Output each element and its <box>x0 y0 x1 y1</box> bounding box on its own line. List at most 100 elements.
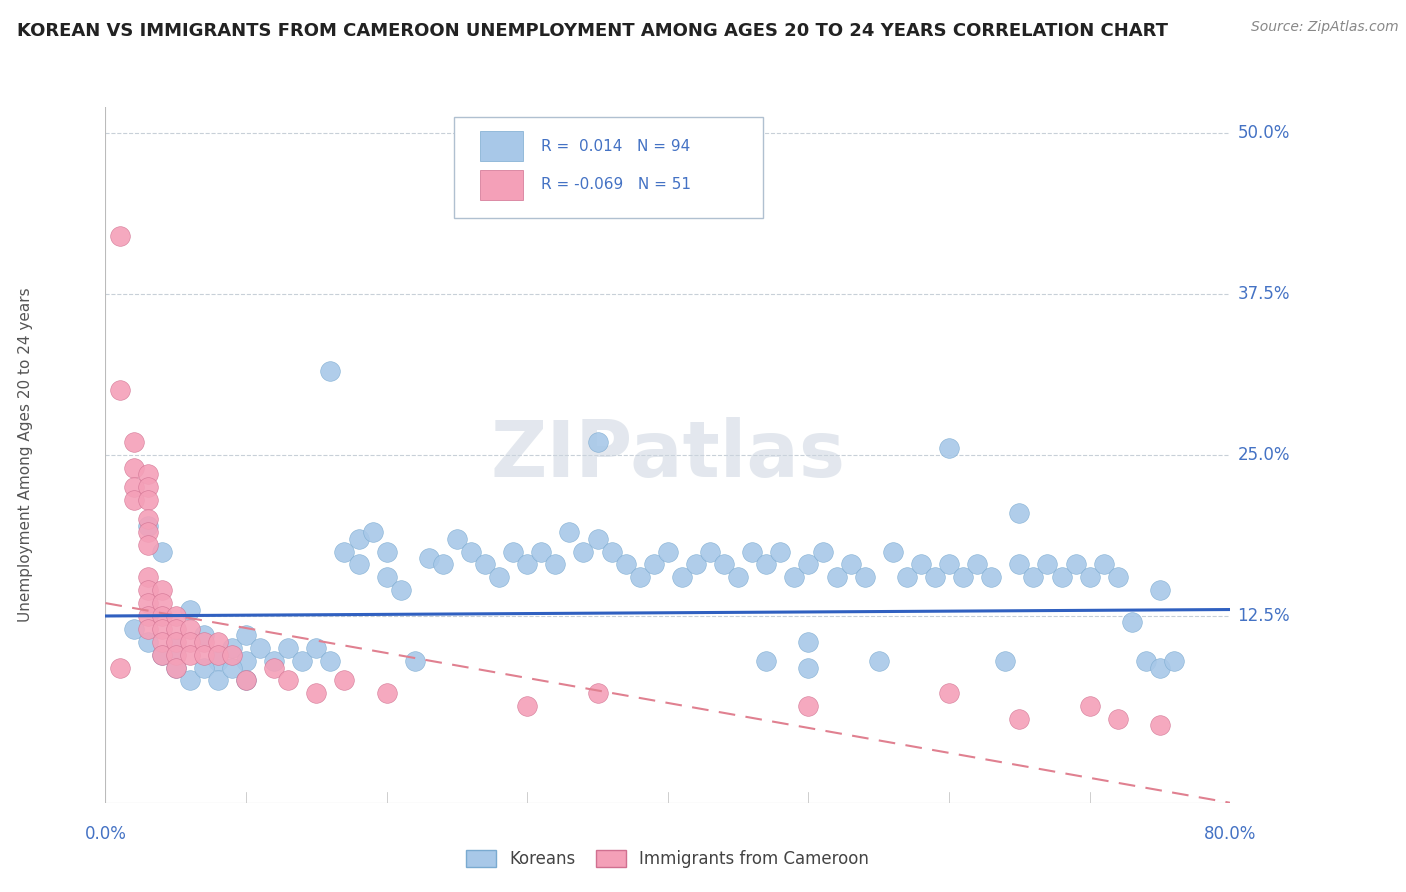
Point <box>165 609 187 624</box>
Point <box>586 686 609 700</box>
Point <box>249 641 271 656</box>
Text: 0.0%: 0.0% <box>84 825 127 843</box>
Point <box>460 544 482 558</box>
Point <box>179 602 201 616</box>
Text: R = -0.069   N = 51: R = -0.069 N = 51 <box>541 178 690 193</box>
Point <box>1149 718 1171 732</box>
Point <box>193 660 215 674</box>
Point <box>952 570 974 584</box>
Bar <box>479 131 523 161</box>
Point <box>797 634 820 648</box>
Point <box>165 648 187 662</box>
Legend: Koreans, Immigrants from Cameroon: Koreans, Immigrants from Cameroon <box>460 843 876 874</box>
Point <box>207 648 229 662</box>
Point <box>108 660 131 674</box>
Point <box>389 583 412 598</box>
Point <box>165 634 187 648</box>
Point <box>122 493 145 508</box>
Point <box>122 480 145 494</box>
Point <box>643 558 665 572</box>
Point <box>558 525 581 540</box>
FancyBboxPatch shape <box>454 118 763 219</box>
Point <box>853 570 876 584</box>
Point <box>179 648 201 662</box>
Point <box>193 634 215 648</box>
Point <box>628 570 651 584</box>
Point <box>136 583 159 598</box>
Point <box>136 538 159 552</box>
Point <box>474 558 496 572</box>
Point <box>811 544 834 558</box>
Point <box>614 558 637 572</box>
Point <box>179 634 201 648</box>
Point <box>193 628 215 642</box>
Point <box>586 435 609 450</box>
Point <box>277 673 299 688</box>
Text: ZIPatlas: ZIPatlas <box>491 417 845 493</box>
Point <box>544 558 567 572</box>
Point <box>347 558 370 572</box>
Point <box>221 648 243 662</box>
Point <box>347 532 370 546</box>
Point <box>319 654 342 668</box>
Text: 12.5%: 12.5% <box>1237 607 1289 625</box>
Point <box>600 544 623 558</box>
Point <box>150 609 173 624</box>
Point <box>910 558 932 572</box>
Text: R =  0.014   N = 94: R = 0.014 N = 94 <box>541 138 690 153</box>
Point <box>193 648 215 662</box>
Bar <box>479 170 523 200</box>
Point <box>305 641 328 656</box>
Point <box>305 686 328 700</box>
Point <box>108 228 131 243</box>
Point <box>221 641 243 656</box>
Point <box>1008 558 1031 572</box>
Point <box>797 558 820 572</box>
Point <box>165 660 187 674</box>
Point <box>530 544 553 558</box>
Point <box>713 558 735 572</box>
Point <box>207 654 229 668</box>
Point <box>165 660 187 674</box>
Point <box>263 660 285 674</box>
Point <box>122 622 145 636</box>
Point <box>136 609 159 624</box>
Point <box>502 544 524 558</box>
Point <box>221 660 243 674</box>
Point <box>1078 699 1101 714</box>
Point <box>825 570 848 584</box>
Point <box>938 442 960 456</box>
Point <box>488 570 510 584</box>
Point <box>136 634 159 648</box>
Point <box>333 673 356 688</box>
Point <box>361 525 384 540</box>
Point <box>1036 558 1059 572</box>
Point <box>136 512 159 526</box>
Point <box>755 558 778 572</box>
Point <box>1008 712 1031 726</box>
Point <box>319 364 342 378</box>
Point <box>150 648 173 662</box>
Point <box>516 558 538 572</box>
Point <box>896 570 918 584</box>
Text: KOREAN VS IMMIGRANTS FROM CAMEROON UNEMPLOYMENT AMONG AGES 20 TO 24 YEARS CORREL: KOREAN VS IMMIGRANTS FROM CAMEROON UNEMP… <box>17 22 1168 40</box>
Point <box>136 518 159 533</box>
Point <box>938 558 960 572</box>
Point <box>755 654 778 668</box>
Point <box>207 634 229 648</box>
Point <box>235 628 257 642</box>
Point <box>136 525 159 540</box>
Point <box>136 467 159 482</box>
Point <box>418 551 440 566</box>
Point <box>1064 558 1087 572</box>
Point <box>1022 570 1045 584</box>
Point <box>1092 558 1115 572</box>
Text: 25.0%: 25.0% <box>1237 446 1289 464</box>
Text: 37.5%: 37.5% <box>1237 285 1289 303</box>
Point <box>235 673 257 688</box>
Point <box>980 570 1002 584</box>
Point <box>165 641 187 656</box>
Point <box>136 493 159 508</box>
Point <box>699 544 721 558</box>
Point <box>122 460 145 475</box>
